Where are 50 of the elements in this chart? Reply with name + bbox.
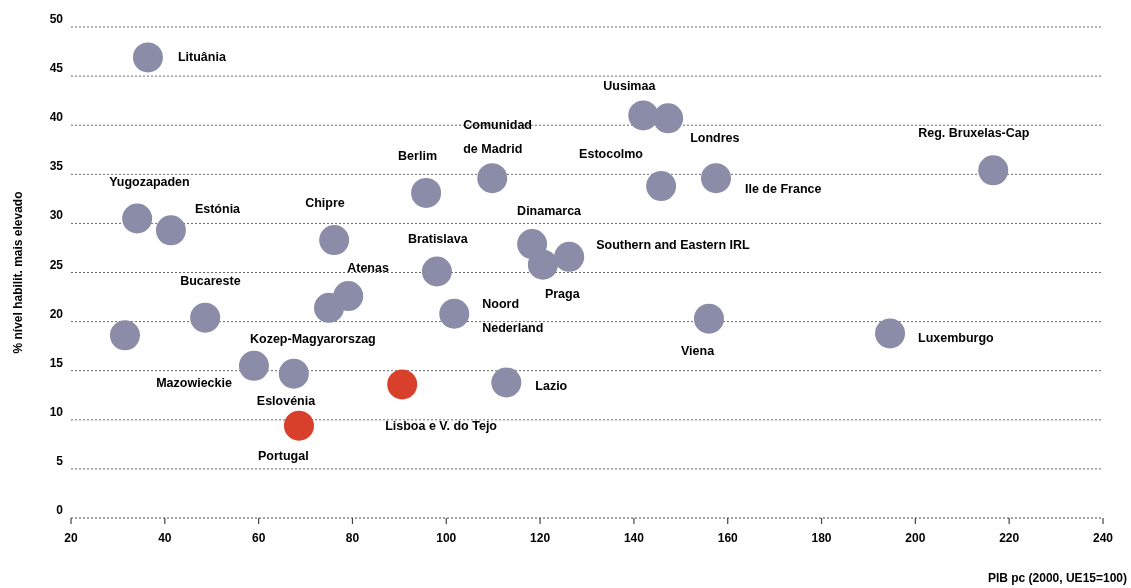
x-tick-label: 180 [811,531,832,545]
annotation: Chipre [305,196,345,211]
y-tick-label: 45 [49,61,64,76]
x-tick-label: 160 [717,531,739,545]
x-axis-title: PIB pc (2000, UE15=100) [987,571,1127,585]
x-tick-label: 220 [999,531,1020,545]
x-tick-label: 200 [905,531,926,545]
annotation: Kozep-Magyarorszag [250,331,376,346]
annotation: Viena [680,343,716,358]
annotation: Portugal [257,448,309,463]
y-tick-label: 5 [56,453,64,468]
annotation: Southern and Eastern IRL [596,237,751,252]
annotation: Estocolmo [579,147,644,162]
y-axis-title: % nível habilit. mais elevado [11,191,25,354]
y-tick-label: 40 [49,110,64,125]
annotation: Mazowieckie [156,375,232,390]
y-tick-label: 20 [49,306,64,321]
x-tick-label: 60 [251,531,266,545]
x-tick-label: 140 [623,531,645,545]
annotation: Noord Nederland [482,296,544,335]
annotation: Bucareste [180,273,241,288]
annotation: Yugozapaden [109,175,190,190]
annotation: Reg. Bruxelas-Cap [918,126,1030,141]
x-tick-label: 40 [158,531,172,545]
x-tick-label: 240 [1092,531,1114,545]
annotation: Lisboa e V. do Tejo [385,419,498,434]
y-tick-label: 30 [49,208,64,223]
annotation: Luxemburgo [918,331,995,346]
annotation: Londres [690,131,740,146]
annotation: Eslovénia [256,393,317,408]
annotation: Uusimaa [603,79,657,94]
y-tick-label: 15 [49,355,64,370]
annotation: Lituânia [177,50,227,65]
annotation: Berlim [398,148,438,163]
y-tick-label: 10 [49,404,64,419]
x-tick-label: 80 [345,531,360,545]
x-tick-label: 120 [530,531,551,545]
annotation: Dinamarca [517,204,583,219]
annotation: Lazio [535,379,568,394]
annotation: Bratislava [407,231,469,246]
annotation: Comunidad de Madrid [463,118,532,157]
annotation: Atenas [347,261,389,276]
y-tick-label: 50 [49,12,64,26]
y-tick-label: 0 [56,503,64,517]
x-tick-label: 100 [436,531,457,545]
y-tick-label: 35 [49,159,64,174]
y-tick-label: 25 [49,257,64,272]
annotation: Estónia [194,202,242,217]
annotation: Praga [544,286,581,301]
annotation: Ile de France [745,182,822,197]
